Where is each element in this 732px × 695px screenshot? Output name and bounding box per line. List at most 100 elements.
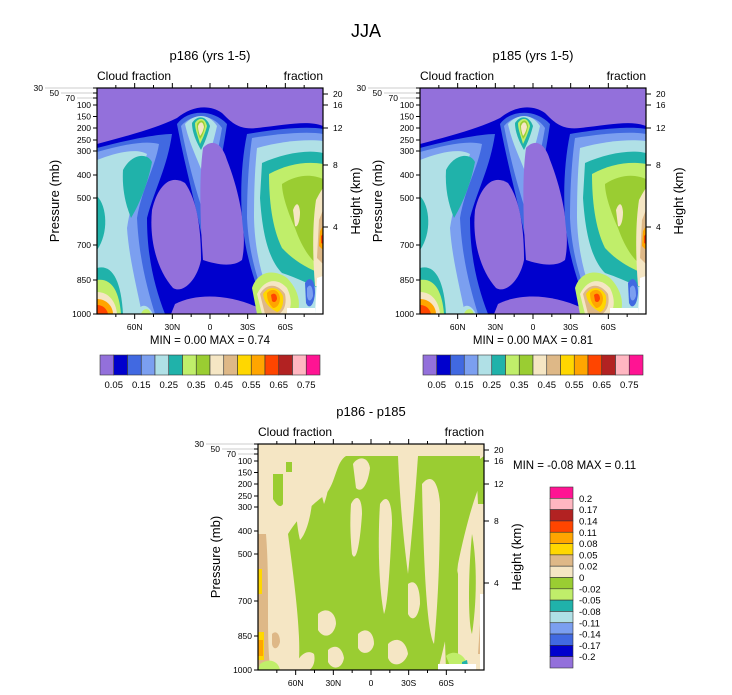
- min-max-text: MIN = 0.00 MAX = 0.81: [473, 335, 593, 347]
- colorbar-label: 0.75: [297, 380, 316, 391]
- contour-region: [469, 534, 476, 634]
- y-right-tick-label: 12: [656, 123, 666, 133]
- colorbar-label: 0.55: [565, 380, 584, 391]
- y-tick-label: 50: [211, 444, 221, 454]
- y-tick-label: 300: [400, 146, 414, 156]
- y-tick-label: 850: [77, 275, 91, 285]
- colorbar-label: 0.15: [455, 380, 474, 391]
- x-tick-label: 60S: [601, 322, 616, 332]
- y-tick-label: 150: [400, 112, 414, 122]
- colorbar-label: 0.14: [579, 516, 598, 527]
- colorbar-label: -0.02: [579, 584, 601, 595]
- y-tick-label: 70: [227, 449, 237, 459]
- colorbar-label: 0.45: [215, 380, 234, 391]
- contour-region: [494, 296, 586, 314]
- y-tick-label: 500: [238, 549, 252, 559]
- right-label: fraction: [445, 425, 484, 439]
- y-tick-label: 30: [357, 83, 367, 93]
- contour-region: [408, 582, 420, 619]
- colorbar-swatch: [209, 354, 225, 376]
- y-tick-label: 850: [400, 275, 414, 285]
- colorbar-swatch: [549, 543, 574, 556]
- colorbar-label: -0.08: [579, 607, 601, 618]
- colorbar-swatch: [549, 486, 574, 499]
- x-tick-label: 30S: [240, 322, 255, 332]
- y-tick-label: 500: [400, 193, 414, 203]
- colorbar-swatch: [223, 354, 238, 376]
- colorbar-swatch: [450, 354, 465, 376]
- y-tick-label: 250: [77, 135, 91, 145]
- contour-region: [480, 594, 484, 670]
- left-label: Cloud fraction: [97, 69, 171, 83]
- x-tick-label: 60N: [450, 322, 466, 332]
- colorbar-swatch: [549, 554, 574, 567]
- colorbar-swatch: [463, 354, 479, 376]
- contour-region: [358, 630, 374, 653]
- colorbar-swatch: [628, 354, 644, 376]
- contour-region: [286, 462, 292, 472]
- colorbar-label: 0.55: [242, 380, 261, 391]
- colorbar-swatch: [305, 354, 321, 376]
- contour-region: [630, 285, 636, 301]
- contour-area: [97, 88, 323, 314]
- colorbar-label: 0.15: [132, 380, 151, 391]
- contour-region: [271, 293, 277, 303]
- y-tick-label: 850: [238, 631, 252, 641]
- contour-region: [295, 468, 313, 540]
- y-right-tick-label: 8: [656, 160, 661, 170]
- y-tick-label: 400: [400, 170, 414, 180]
- contour-region: [616, 204, 623, 227]
- colorbar-swatch: [195, 354, 211, 376]
- x-tick-label: 0: [369, 678, 374, 688]
- contour-region: [388, 639, 408, 665]
- y-tick-label: 70: [389, 93, 399, 103]
- colorbar-swatch: [549, 498, 574, 510]
- colorbar-swatch: [278, 354, 293, 376]
- y-axis-label: Pressure (mb): [47, 160, 62, 242]
- left-label: Cloud fraction: [258, 425, 332, 439]
- right-label: fraction: [284, 69, 323, 83]
- y-right-tick-label: 16: [494, 456, 504, 466]
- contour-region: [198, 122, 204, 136]
- y-tick-label: 100: [77, 100, 91, 110]
- contour-region: [353, 458, 370, 490]
- y-tick-label: 200: [400, 123, 414, 133]
- contour-region: [378, 498, 392, 614]
- colorbar-swatch: [182, 354, 197, 376]
- colorbar-swatch: [436, 354, 451, 376]
- colorbar-label: 0.75: [620, 380, 639, 391]
- contour-region: [282, 175, 323, 268]
- y-tick-label: 100: [400, 100, 414, 110]
- y-tick-label: 150: [238, 468, 252, 478]
- colorbar-swatch: [168, 354, 183, 376]
- contour-region: [445, 155, 475, 218]
- colorbar-swatch: [549, 531, 574, 544]
- contour-region: [474, 179, 524, 290]
- colorbar-swatch: [549, 645, 574, 657]
- colorbar-swatch: [127, 354, 142, 376]
- colorbar-swatch: [549, 577, 574, 590]
- colorbar-label: 0.25: [483, 380, 502, 391]
- contour-region: [420, 305, 431, 314]
- colorbar-label: 0.35: [187, 380, 206, 391]
- y-axis-label: Pressure (mb): [370, 160, 385, 242]
- contour-region: [605, 175, 646, 268]
- min-max-text: MIN = 0.00 MAX = 0.74: [150, 335, 271, 347]
- colorbar-swatch: [518, 354, 534, 376]
- x-tick-label: 60N: [127, 322, 143, 332]
- contour-region: [151, 179, 201, 290]
- colorbar-label: 0.45: [538, 380, 557, 391]
- y-right-tick-label: 20: [494, 445, 504, 455]
- colorbar-label: 0.05: [579, 550, 598, 561]
- y-tick-label: 1000: [233, 665, 252, 675]
- y-tick-label: 70: [66, 93, 76, 103]
- contour-region: [97, 305, 108, 314]
- contour-region: [97, 196, 106, 250]
- plot-title: p185 (yrs 1-5): [493, 48, 574, 63]
- colorbar-label: 0.17: [579, 505, 598, 516]
- contour-region: [420, 196, 429, 250]
- colorbar-swatch: [237, 354, 252, 376]
- colorbar-label: 0.08: [579, 539, 598, 550]
- y-right-tick-label: 4: [656, 222, 661, 232]
